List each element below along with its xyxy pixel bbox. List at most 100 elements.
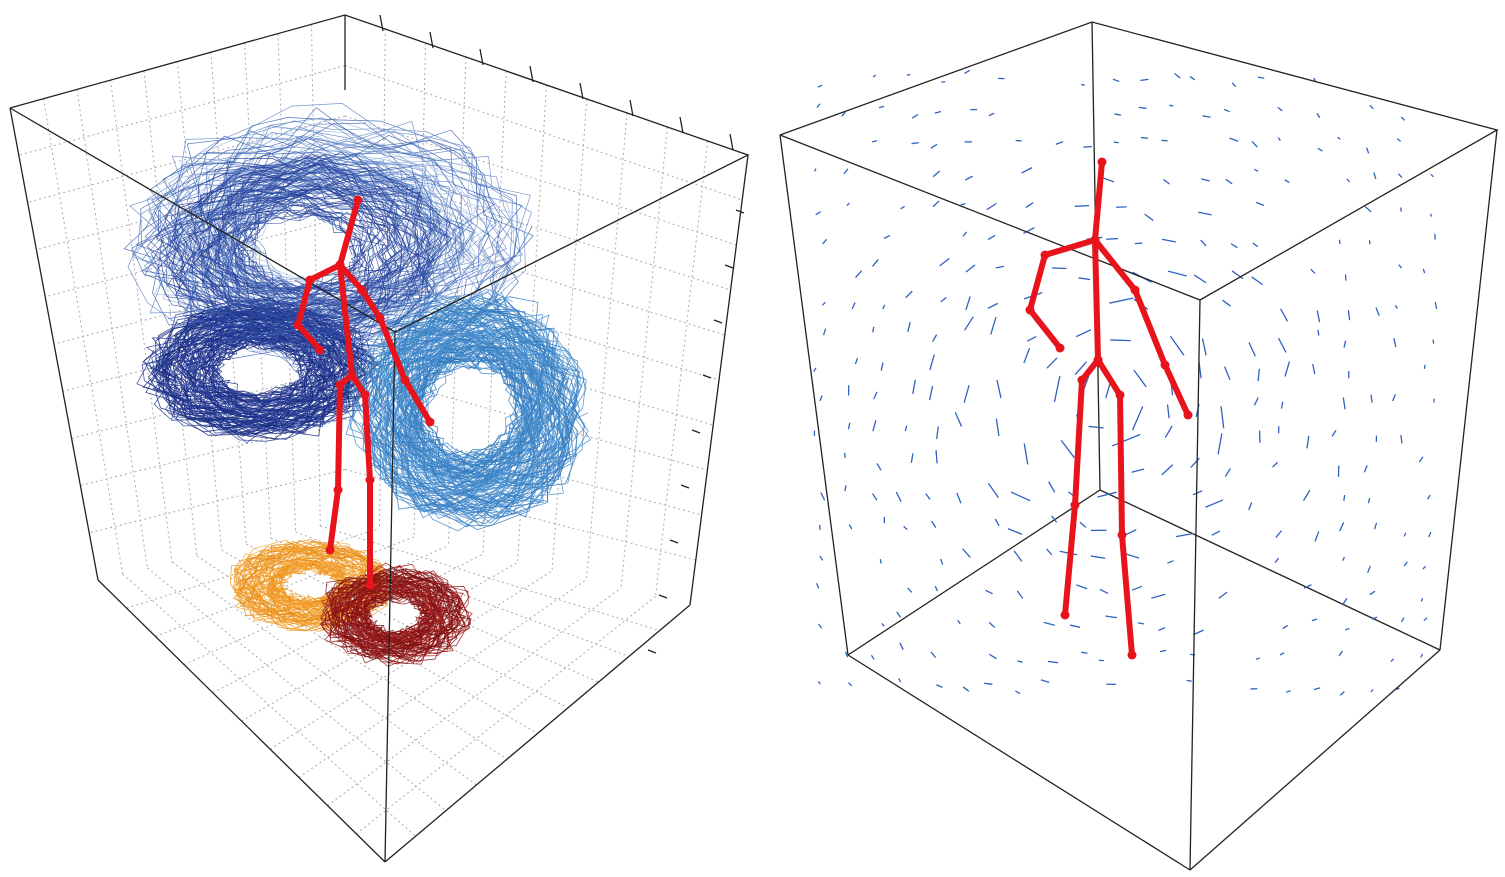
trajectory — [196, 331, 334, 408]
arrow — [935, 450, 938, 464]
arrow — [848, 682, 852, 687]
box-edge — [1099, 489, 1441, 651]
trajectory — [154, 157, 442, 345]
arrow — [1248, 502, 1253, 511]
arrow — [1124, 553, 1140, 559]
arrow — [820, 492, 826, 501]
grid-line — [80, 418, 346, 487]
trajectory — [388, 332, 544, 489]
arrow — [872, 259, 879, 267]
trajectory — [165, 318, 345, 429]
grid-line — [448, 56, 467, 546]
arrow — [816, 583, 820, 589]
arrow — [1102, 177, 1115, 183]
arrow — [960, 203, 966, 206]
arrow — [1373, 172, 1377, 180]
arrow — [1427, 494, 1431, 500]
grid-line — [586, 112, 628, 580]
arrow — [846, 202, 850, 206]
arrow — [1370, 689, 1374, 693]
arrow — [1220, 406, 1225, 429]
arrow — [1314, 531, 1320, 542]
arrow — [899, 642, 904, 650]
arrow — [855, 270, 862, 278]
arrow — [1193, 629, 1204, 636]
arrow — [822, 239, 827, 245]
trajectory — [234, 539, 388, 631]
arrow — [815, 211, 821, 216]
joint — [1055, 343, 1065, 353]
trajectory — [343, 582, 442, 644]
arrow — [813, 367, 817, 372]
arrow — [1076, 584, 1088, 590]
arrow — [1211, 530, 1221, 536]
grid-line — [320, 525, 660, 632]
grid-line — [36, 166, 346, 251]
arrow — [1278, 337, 1287, 353]
arrow — [932, 334, 938, 342]
trajectory — [174, 321, 332, 416]
arrow — [872, 420, 877, 432]
arrow — [912, 379, 916, 394]
tick-mark — [658, 594, 668, 599]
arrow — [1303, 489, 1311, 501]
arrow — [1217, 433, 1223, 455]
arrow — [1369, 105, 1374, 110]
trajectory — [154, 312, 368, 427]
arrow — [936, 684, 943, 688]
arrow — [1131, 468, 1145, 473]
arrow — [1112, 78, 1120, 82]
trajectory — [215, 342, 311, 397]
arrow — [939, 258, 950, 267]
arrow — [995, 265, 1005, 269]
joint — [360, 390, 370, 400]
trajectory — [350, 294, 587, 520]
arrow — [1338, 239, 1341, 245]
trajectory-panel — [9, 14, 750, 863]
arrow — [929, 385, 934, 401]
arrow — [1083, 145, 1092, 148]
arrow — [844, 485, 847, 492]
arrow — [957, 619, 961, 625]
arrow — [1251, 141, 1258, 148]
arrow — [956, 492, 962, 504]
arrow — [1248, 342, 1256, 357]
arrow — [1403, 532, 1407, 537]
joint — [293, 320, 303, 330]
trajectory — [237, 545, 383, 627]
box-top — [779, 21, 1499, 301]
arrow — [1231, 270, 1244, 280]
arrow — [936, 426, 939, 440]
arrow — [1286, 690, 1291, 693]
arrow — [848, 524, 853, 530]
grid-line — [295, 531, 630, 657]
arrow — [1284, 179, 1290, 183]
arrow — [988, 483, 999, 498]
arrow — [904, 425, 908, 432]
arrow — [871, 655, 875, 660]
arrow — [1255, 201, 1265, 206]
trajectory — [340, 580, 454, 654]
grid-line — [245, 543, 569, 709]
arrow — [988, 622, 996, 628]
arrow — [1069, 624, 1081, 628]
arrow — [1224, 366, 1231, 380]
trajectory — [156, 155, 432, 343]
arrow — [1317, 329, 1320, 336]
joint — [1127, 650, 1137, 660]
tick-mark — [529, 65, 534, 83]
trajectory — [347, 585, 443, 641]
trajectory — [263, 561, 351, 611]
arrow — [985, 589, 993, 595]
arrow — [965, 296, 971, 311]
tick-mark — [379, 14, 384, 32]
arrow — [1110, 339, 1131, 342]
arrow — [1159, 649, 1167, 653]
arrow — [851, 302, 856, 310]
grid-line — [110, 80, 173, 563]
arrow — [1079, 521, 1087, 528]
trajectory — [202, 339, 314, 404]
trajectory — [206, 193, 398, 306]
